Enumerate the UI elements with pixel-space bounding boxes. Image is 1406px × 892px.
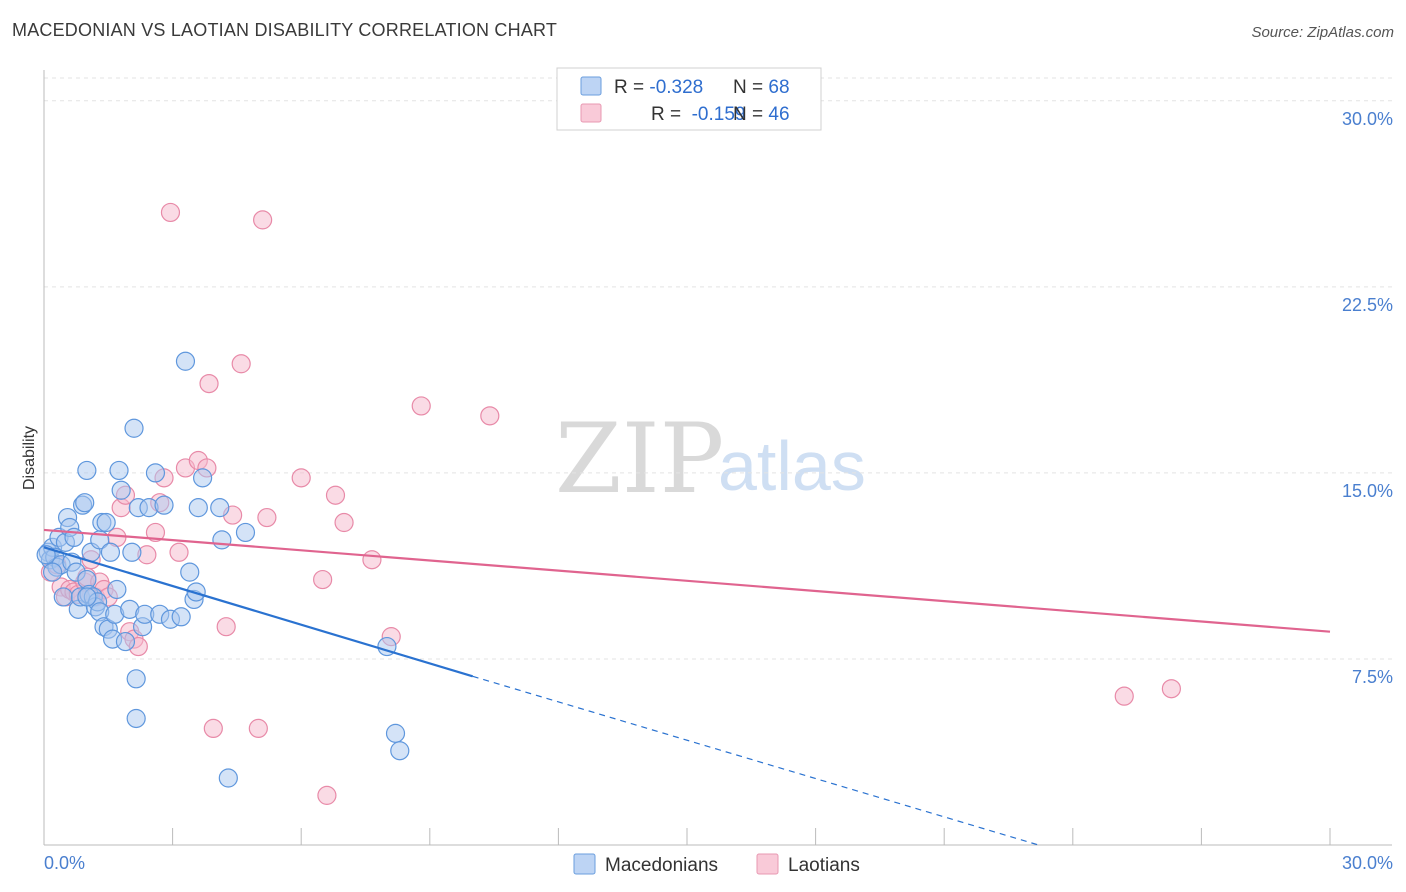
source-credit: Source: ZipAtlas.com [1251,24,1394,41]
point-macedonians [122,542,142,562]
legend-row-1: R = -0.328 N = 68 [614,77,790,98]
x-tick-label-max: 30.0% [1342,853,1393,873]
point-macedonians [180,562,200,582]
point-laotians [362,550,382,570]
series-macedonians [36,351,410,788]
point-macedonians [154,495,174,515]
point-macedonians [193,468,213,488]
point-laotians [160,202,181,223]
point-laotians [317,785,337,805]
point-laotians [325,485,346,505]
y-axis-label: Disability [21,426,38,490]
point-laotians [169,542,189,562]
series-legend: Macedonians Laotians [573,853,860,876]
point-macedonians [111,480,131,500]
legend-r-label-1: R = [614,77,649,98]
point-macedonians [145,463,166,483]
trend-line-macedonians [43,546,473,678]
trend-line-laotians [43,528,1331,633]
point-laotians [291,468,311,488]
point-macedonians [210,498,230,518]
point-laotians [145,522,166,543]
legend-macedonians-label: Macedonians [605,855,718,876]
point-macedonians [126,708,146,729]
point-laotians [334,512,354,533]
legend-r-label-2: R = [651,104,686,125]
point-macedonians [107,579,127,600]
point-laotians [1161,679,1181,699]
legend-swatch-pink [580,103,602,123]
legend-r-value-2: -0.159 [686,104,745,125]
point-macedonians [77,587,97,607]
legend-swatch-blue [580,76,602,96]
trend-lines [43,528,1331,846]
legend-n-value-1: 68 [768,77,789,98]
point-macedonians [175,351,196,371]
y-tick-label: 22.5% [1342,295,1393,315]
y-tick-label: 15.0% [1342,481,1393,501]
point-laotians [253,210,273,230]
point-macedonians [100,542,121,562]
legend-laotians-swatch [756,853,779,875]
point-macedonians [212,530,232,550]
point-laotians [313,569,333,590]
watermark: ZIP atlas [555,403,866,515]
legend-row-2: R = -0.159 N = 46 [614,104,816,125]
point-macedonians [126,669,146,689]
point-macedonians [96,512,116,533]
x-tick-label-min: 0.0% [44,853,85,873]
point-laotians [411,396,431,416]
point-laotians [1114,686,1134,706]
point-macedonians [385,723,406,743]
legend-macedonians-swatch [573,853,596,875]
point-laotians [248,718,268,739]
stats-legend: R = -0.328 N = 68 R = -0.159 N = 46 [556,67,822,131]
point-macedonians [53,587,73,607]
watermark-atlas: atlas [718,427,866,505]
point-macedonians [124,418,144,438]
point-macedonians [235,522,256,543]
chart-title: MACEDONIAN VS LAOTIAN DISABILITY CORRELA… [12,20,558,40]
watermark-zip: ZIP [555,403,724,515]
point-macedonians [109,460,129,481]
x-tick-labels: 0.0% 30.0% [43,828,1393,873]
point-macedonians [390,741,410,761]
legend-n-label-2: N = [733,104,768,125]
point-laotians [203,718,223,739]
trend-extension-macedonians [472,675,1039,846]
legend-r-value-1: -0.328 [649,77,703,98]
point-laotians [216,617,236,637]
point-macedonians [188,498,208,518]
point-laotians [480,406,500,426]
point-macedonians [42,562,63,582]
y-tick-label: 30.0% [1342,109,1393,129]
point-macedonians [115,631,136,652]
point-macedonians [77,460,97,481]
axes [43,70,1392,846]
legend-n-label-1: N = [733,77,768,98]
point-macedonians [218,768,238,788]
y-tick-labels: 7.5% 15.0% 22.5% 30.0% [1342,109,1393,687]
point-laotians [257,507,277,528]
legend-n-value-2: 46 [768,104,789,125]
y-tick-label: 7.5% [1352,667,1393,687]
point-laotians [231,354,251,374]
point-macedonians [75,493,95,513]
legend-laotians-label: Laotians [788,855,860,876]
point-macedonians [171,607,191,627]
point-laotians [199,374,219,394]
